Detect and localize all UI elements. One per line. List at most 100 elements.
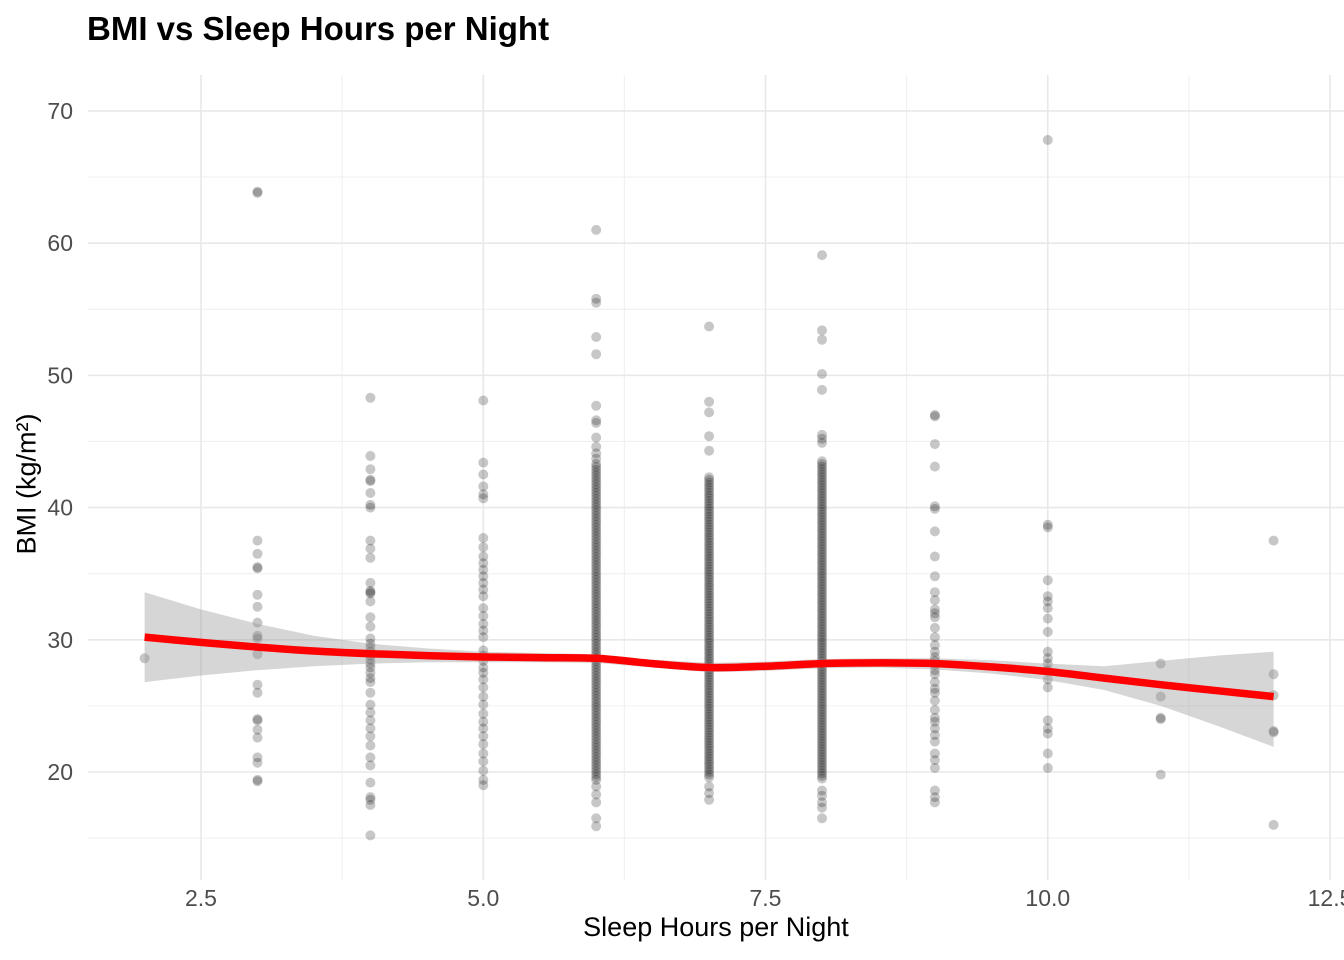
scatter-point	[591, 349, 602, 360]
scatter-point	[591, 757, 602, 768]
y-tick-label: 60	[47, 230, 73, 256]
scatter-point	[591, 519, 602, 530]
scatter-point	[365, 392, 376, 403]
scatter-point	[704, 738, 715, 749]
scatter-point	[478, 739, 489, 750]
scatter-point	[591, 522, 602, 533]
scatter-point	[591, 525, 602, 536]
scatter-point	[817, 744, 827, 755]
scatter-point	[817, 785, 827, 796]
scatter-point	[817, 642, 827, 653]
scatter-point	[817, 437, 827, 448]
scatter-point	[591, 224, 602, 235]
scatter-point	[704, 638, 715, 648]
scatter-point	[591, 545, 602, 556]
scatter-point	[704, 540, 715, 551]
scatter-point	[1042, 626, 1053, 637]
scatter-point	[591, 740, 602, 751]
scatter-point	[704, 556, 715, 567]
scatter-point	[252, 535, 263, 546]
scatter-point	[704, 730, 715, 741]
scatter-point	[591, 537, 602, 548]
scatter-point	[591, 664, 602, 675]
scatter-point	[817, 669, 827, 680]
scatter-point	[1042, 653, 1053, 664]
scatter-point	[817, 603, 827, 613]
scatter-point	[591, 432, 602, 443]
scatter-point	[704, 719, 715, 730]
scatter-point	[704, 501, 715, 512]
scatter-point	[591, 493, 602, 504]
scatter-point	[591, 609, 602, 620]
scatter-point	[1155, 712, 1166, 723]
scatter-point	[591, 601, 602, 611]
scatter-point	[365, 612, 376, 623]
scatter-point	[704, 535, 715, 546]
scatter-point	[365, 543, 376, 554]
scatter-point	[591, 797, 602, 808]
scatter-point	[929, 763, 940, 773]
scatter-point	[817, 499, 827, 509]
scatter-point	[704, 669, 715, 680]
scatter-point	[252, 563, 263, 574]
scatter-point	[704, 574, 715, 585]
scatter-point	[591, 638, 602, 649]
scatter-point	[365, 633, 376, 644]
scatter-point	[817, 770, 827, 781]
scatter-point	[591, 560, 602, 571]
scatter-point	[1042, 674, 1053, 685]
scatter-point	[704, 651, 715, 662]
scatter-point	[478, 708, 489, 719]
scatter-point	[929, 410, 940, 420]
scatter-point	[365, 476, 376, 487]
scatter-point	[817, 472, 827, 483]
scatter-point	[591, 528, 602, 539]
scatter-point	[478, 457, 489, 468]
scatter-point	[817, 768, 827, 779]
scatter-point	[365, 535, 376, 546]
scatter-point	[817, 754, 827, 765]
scatter-point	[704, 577, 715, 588]
scatter-point	[704, 674, 715, 685]
scatter-point	[704, 606, 715, 617]
scatter-point	[817, 464, 827, 475]
scatter-point	[1268, 535, 1279, 546]
scatter-point	[365, 577, 376, 588]
scatter-point	[817, 539, 827, 549]
scatter-point	[591, 632, 602, 643]
scatter-point	[478, 682, 489, 693]
scatter-point	[591, 297, 602, 308]
scatter-point	[1155, 658, 1166, 669]
scatter-point	[478, 577, 489, 588]
scatter-point	[817, 528, 827, 539]
scatter-point	[591, 508, 602, 519]
scatter-point	[1042, 646, 1053, 657]
scatter-point	[365, 800, 376, 810]
scatter-point	[817, 746, 827, 757]
scatter-point	[704, 722, 715, 733]
scatter-point	[1268, 819, 1279, 830]
scatter-point	[817, 325, 827, 336]
scatter-point	[929, 695, 940, 706]
scatter-point	[817, 762, 827, 773]
scatter-point	[929, 792, 940, 803]
scatter-point	[478, 558, 489, 569]
scatter-point	[817, 802, 827, 813]
scatter-point	[478, 723, 489, 734]
y-tick-label: 20	[47, 759, 73, 785]
scatter-point	[704, 759, 715, 770]
scatter-point	[817, 568, 827, 579]
scatter-point	[817, 557, 827, 568]
scatter-point	[591, 473, 602, 484]
scatter-point	[591, 699, 602, 710]
scatter-point	[704, 648, 715, 659]
scatter-point	[591, 714, 602, 724]
scatter-point	[1268, 727, 1279, 738]
scatter-point	[817, 765, 827, 776]
scatter-point	[591, 557, 602, 568]
scatter-point	[704, 677, 715, 688]
scatter-point	[704, 538, 715, 548]
scatter-point	[817, 704, 827, 715]
scatter-point	[929, 571, 940, 582]
scatter-point	[591, 821, 602, 832]
